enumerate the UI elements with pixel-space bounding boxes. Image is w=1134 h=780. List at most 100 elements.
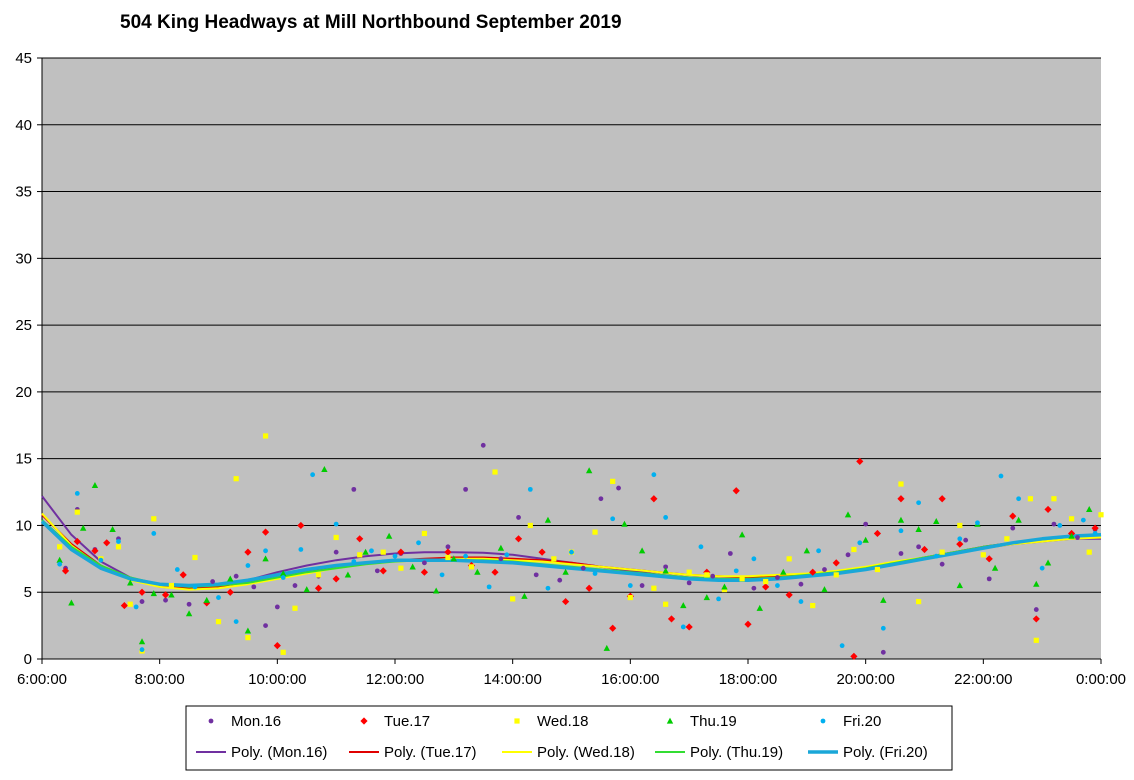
data-point <box>115 544 122 550</box>
data-point <box>474 568 481 575</box>
data-point <box>421 530 428 537</box>
data-point <box>492 469 498 475</box>
data-point <box>933 518 940 525</box>
legend-marker <box>208 718 214 724</box>
data-point <box>444 548 452 556</box>
data-point <box>732 487 740 495</box>
data-point <box>850 652 858 660</box>
data-point <box>79 524 87 531</box>
data-point <box>356 535 364 543</box>
data-point <box>463 486 468 492</box>
data-point <box>975 520 980 526</box>
data-point <box>938 495 946 503</box>
legend-marker <box>666 717 674 724</box>
y-tick-label: 35 <box>15 184 32 201</box>
data-point <box>727 551 733 556</box>
data-point <box>710 573 716 579</box>
data-point <box>839 643 845 649</box>
data-point <box>263 548 268 554</box>
data-point <box>721 586 728 593</box>
data-point <box>1039 565 1045 571</box>
data-point <box>957 536 963 542</box>
data-point <box>686 569 692 575</box>
data-point <box>185 610 193 617</box>
data-point <box>1068 516 1075 522</box>
data-point <box>998 473 1004 479</box>
data-point <box>798 599 804 604</box>
data-point <box>1016 496 1022 502</box>
data-point <box>409 563 416 570</box>
data-point <box>1044 505 1052 514</box>
data-point <box>262 555 269 562</box>
data-point <box>163 597 168 603</box>
data-point <box>497 544 505 551</box>
data-point <box>863 521 869 527</box>
data-point <box>1080 517 1086 523</box>
data-point <box>897 495 905 503</box>
data-point <box>1086 549 1092 555</box>
x-tick-label: 12:00:00 <box>366 671 424 688</box>
data-point <box>986 576 992 582</box>
data-point <box>680 624 686 630</box>
data-point <box>897 516 905 523</box>
data-point <box>916 544 922 550</box>
data-point <box>91 547 99 555</box>
data-point <box>151 531 157 536</box>
data-point <box>385 532 393 539</box>
data-point <box>333 521 339 527</box>
data-point <box>957 522 963 529</box>
data-point <box>1033 607 1039 612</box>
data-point <box>420 568 429 576</box>
data-point <box>1075 535 1080 540</box>
data-point <box>262 433 269 439</box>
y-tick-label: 10 <box>15 517 32 534</box>
data-point <box>756 604 763 611</box>
data-point <box>514 535 523 543</box>
x-tick-label: 16:00:00 <box>601 671 659 688</box>
data-point <box>980 552 986 558</box>
legend-marker <box>820 718 826 724</box>
data-point <box>1027 496 1033 502</box>
data-point <box>621 520 628 527</box>
data-point <box>179 571 187 579</box>
legend-label: Wed.18 <box>537 713 588 730</box>
data-point <box>832 559 840 567</box>
data-point <box>1091 524 1099 532</box>
data-point <box>74 509 80 515</box>
data-point <box>263 623 268 629</box>
data-point <box>445 544 451 550</box>
data-point <box>544 516 552 523</box>
data-point <box>439 572 445 578</box>
data-point <box>956 582 963 589</box>
data-point <box>344 571 352 578</box>
data-point <box>510 596 516 602</box>
data-point <box>1051 496 1057 502</box>
data-point <box>369 548 374 554</box>
legend-label: Poly. (Mon.16) <box>231 744 327 761</box>
data-point <box>527 522 533 529</box>
data-point <box>856 457 864 465</box>
data-point <box>545 585 551 591</box>
data-point <box>333 534 339 541</box>
data-point <box>898 481 904 487</box>
data-point <box>585 584 593 592</box>
data-point <box>203 596 210 603</box>
data-point <box>233 573 239 579</box>
data-point <box>920 545 929 554</box>
legend-label: Mon.16 <box>231 713 281 730</box>
data-point <box>738 531 746 538</box>
data-point <box>1004 536 1010 542</box>
data-point <box>498 556 504 562</box>
data-point <box>638 547 646 554</box>
data-point <box>1009 512 1017 520</box>
legend-label: Thu.19 <box>690 713 737 730</box>
data-point <box>609 624 617 632</box>
y-tick-label: 15 <box>15 451 32 468</box>
data-point <box>592 529 598 535</box>
data-point <box>985 555 993 563</box>
data-point <box>680 602 687 609</box>
data-point <box>822 567 827 572</box>
data-point <box>73 537 81 546</box>
data-point <box>397 548 405 556</box>
data-point <box>203 599 211 607</box>
